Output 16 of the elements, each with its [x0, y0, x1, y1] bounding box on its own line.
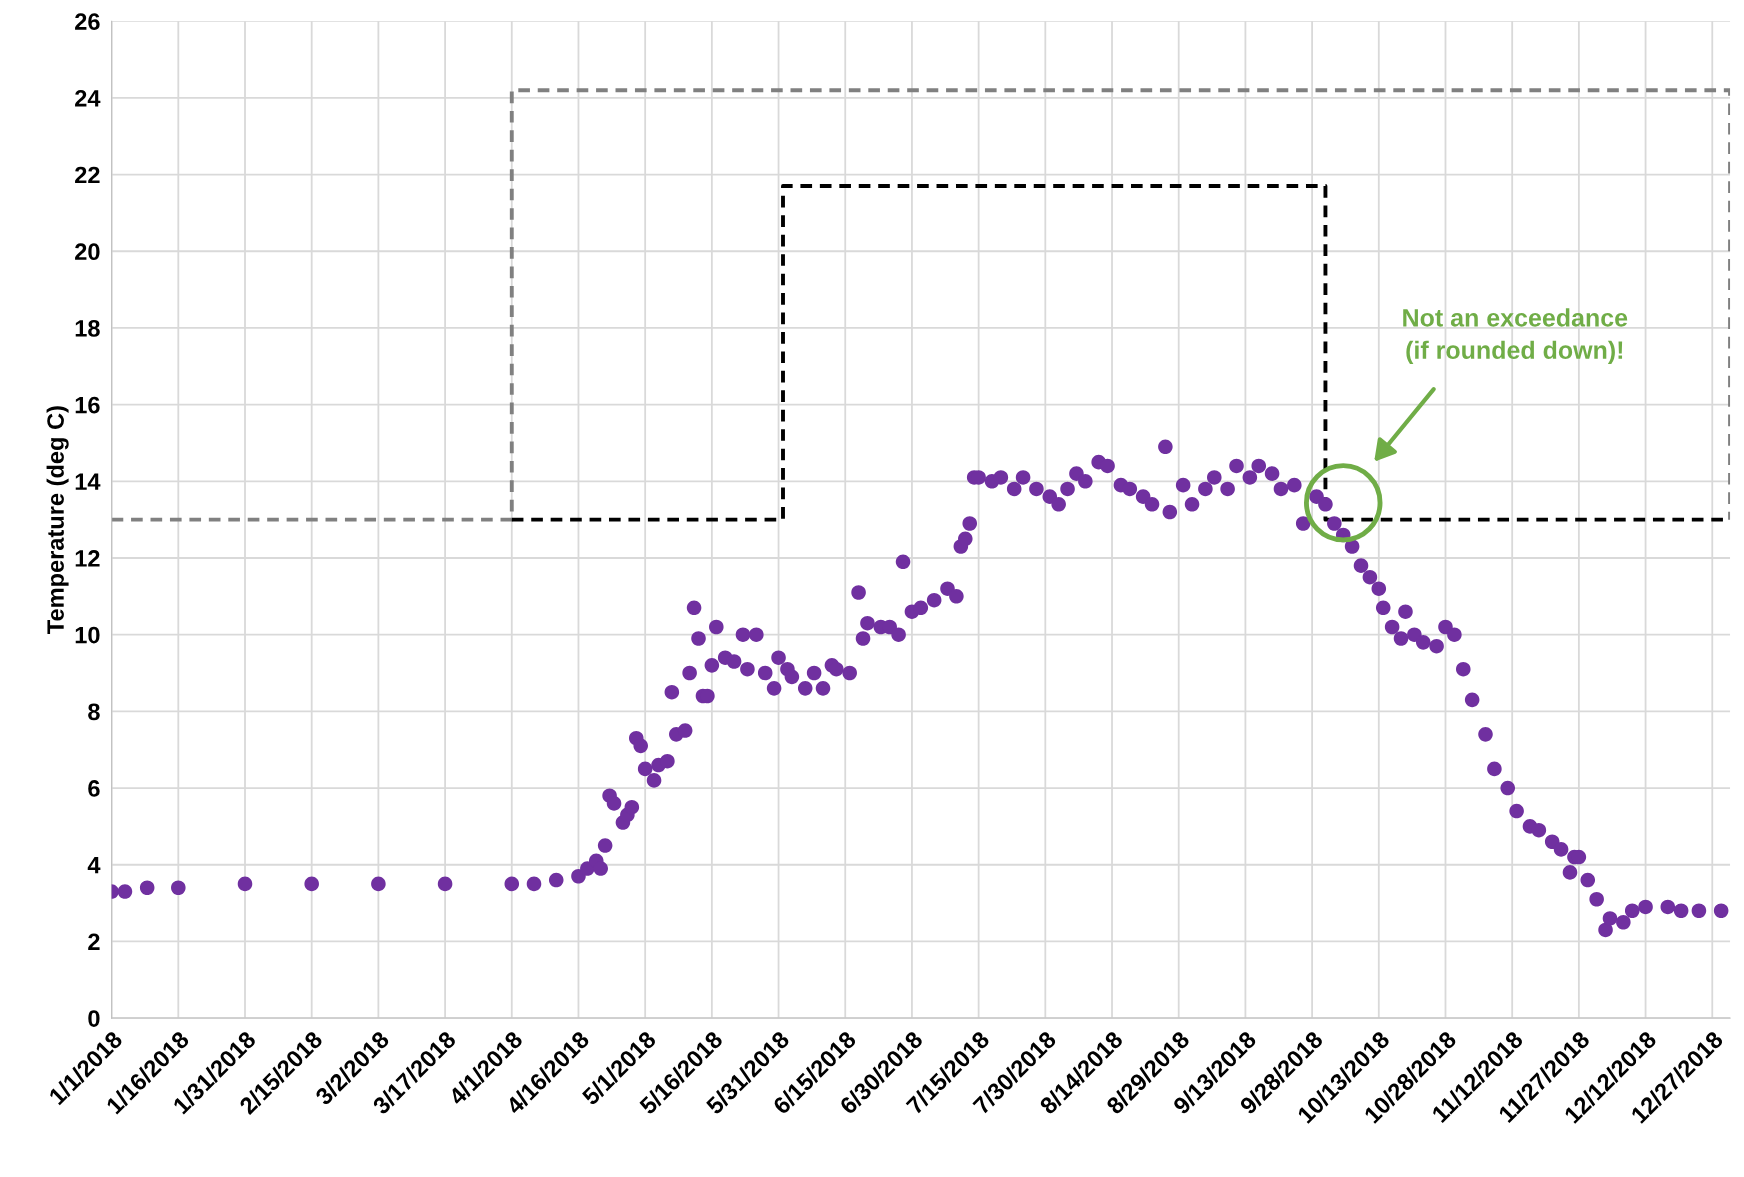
y-tick-label: 4	[87, 857, 101, 874]
y-tick-label: 16	[75, 396, 100, 414]
y-tick-label: 10	[75, 626, 100, 644]
y-tick-label: 2	[88, 933, 100, 950]
y-tick-label: 6	[88, 780, 100, 797]
y-tick-label: 22	[75, 166, 100, 184]
y-tick-label: 24	[75, 89, 101, 107]
y-tick-label: 0	[88, 1010, 100, 1027]
annotation: Not an exceedance (if rounded down)!	[1403, 308, 1628, 364]
y-tick-label: 26	[75, 13, 100, 30]
y-axis-title: Temperature (deg C)	[46, 406, 69, 634]
y-tick-label: 18	[75, 320, 100, 337]
y-tick-label: 12	[75, 550, 100, 567]
y-tick-label: 20	[75, 243, 100, 261]
y-tick-label: 8	[88, 703, 100, 721]
y-tick-label: 14	[75, 473, 101, 490]
